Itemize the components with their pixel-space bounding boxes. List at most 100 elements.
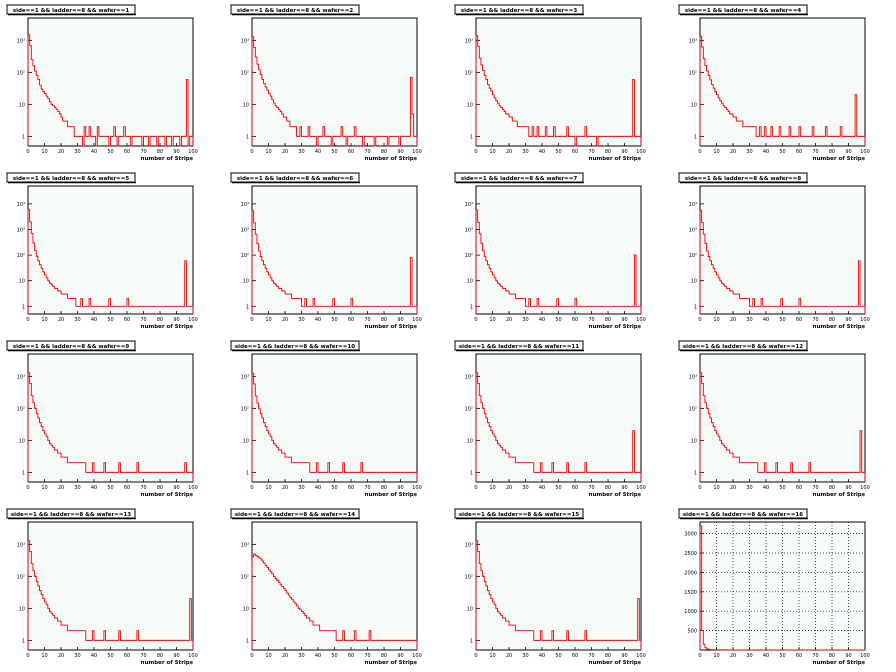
chart-title: side==1 && ladder==8 && wafer==3 xyxy=(461,8,578,14)
x-tick-label: 30 xyxy=(298,149,304,155)
x-tick-label: 60 xyxy=(796,485,802,491)
x-tick-label: 60 xyxy=(348,317,354,323)
x-tick-label: 10 xyxy=(41,149,47,155)
plot-frame xyxy=(475,521,642,651)
histogram-panel: 0 10 20 30 40 50 60 70 80 90 10011010²10³10⁴number… xyxy=(454,172,646,330)
x-tick-label: 70 xyxy=(588,149,594,155)
y-tick-label: 10² xyxy=(17,253,25,259)
x-tick-label: 80 xyxy=(157,485,163,491)
x-tick-label: 70 xyxy=(364,149,370,155)
histogram-series xyxy=(475,35,642,147)
x-tick-label: 20 xyxy=(506,485,512,491)
histogram-series xyxy=(475,372,642,482)
histogram-series xyxy=(27,209,194,314)
y-tick-label: 10² xyxy=(689,70,697,76)
chart-title: side==1 && ladder==8 && wafer==13 xyxy=(11,512,131,518)
y-tick-label: 10² xyxy=(17,70,25,76)
histogram-series xyxy=(475,540,642,650)
x-tick-label: 10 xyxy=(265,485,271,491)
chart-title-box: side==1 && ladder==8 && wafer==10 xyxy=(230,340,360,352)
x-tick-label: 10 xyxy=(265,653,271,659)
y-tick-label: 1 xyxy=(470,470,473,476)
x-tick-label: 0 xyxy=(250,149,253,155)
y-tick-label: 2000 xyxy=(684,570,697,576)
x-tick-label: 20 xyxy=(58,653,64,659)
y-tick-label: 10 xyxy=(467,102,473,108)
histogram-series xyxy=(251,553,418,650)
x-tick-label: 30 xyxy=(74,149,80,155)
x-axis-title: number of Strips xyxy=(589,324,642,330)
x-tick-label: 30 xyxy=(522,149,528,155)
x-tick-label: 90 xyxy=(397,653,403,659)
chart-title-box: side==1 && ladder==8 && wafer==1 xyxy=(6,4,136,16)
x-tick-label: 100 xyxy=(188,317,198,323)
chart-title: side==1 && ladder==8 && wafer==12 xyxy=(683,344,803,350)
x-tick-label: 40 xyxy=(539,317,545,323)
x-tick-label: 30 xyxy=(298,317,304,323)
x-tick-label: 0 xyxy=(26,317,29,323)
x-axis-title: number of Strips xyxy=(589,492,642,498)
x-tick-label: 100 xyxy=(860,317,870,323)
x-tick-label: 60 xyxy=(572,149,578,155)
chart-title-box: side==1 && ladder==8 && wafer==3 xyxy=(454,4,584,16)
y-tick-label: 500 xyxy=(687,629,697,635)
y-tick-label: 1 xyxy=(22,470,25,476)
chart-title-box: side==1 && ladder==8 && wafer==16 xyxy=(678,508,808,520)
plot-frame xyxy=(27,353,194,483)
histogram-panel: 0 10 20 30 40 50 60 70 80 90 10011010²10³10⁴number… xyxy=(230,172,422,330)
x-tick-label: 90 xyxy=(621,485,627,491)
y-tick-label: 10² xyxy=(465,574,473,580)
title-frame xyxy=(6,4,136,15)
title-frame xyxy=(230,172,360,183)
y-tick-label: 10³ xyxy=(17,38,25,44)
y-tick-label: 10² xyxy=(17,574,25,580)
chart-title: side==1 && ladder==8 && wafer==15 xyxy=(459,512,579,518)
title-frame xyxy=(678,172,808,183)
x-tick-label: 0 xyxy=(474,149,477,155)
x-tick-label: 0 xyxy=(250,317,253,323)
x-tick-label: 50 xyxy=(331,653,337,659)
y-tick-label: 10⁴ xyxy=(17,202,25,208)
x-tick-label: 100 xyxy=(860,149,870,155)
y-tick-label: 10 xyxy=(19,438,25,444)
x-tick-label: 60 xyxy=(348,653,354,659)
x-axis-title: number of Strips xyxy=(813,156,866,162)
x-tick-label: 70 xyxy=(812,317,818,323)
x-tick-label: 60 xyxy=(796,317,802,323)
x-axis-title: number of Strips xyxy=(141,660,194,666)
x-tick-label: 10 xyxy=(41,317,47,323)
plot-frame xyxy=(475,17,642,147)
title-frame xyxy=(230,508,360,519)
x-tick-label: 70 xyxy=(140,653,146,659)
title-frame xyxy=(6,172,136,183)
chart-title-box: side==1 && ladder==8 && wafer==7 xyxy=(454,172,584,184)
y-tick-label: 10³ xyxy=(689,374,697,380)
y-tick-label: 2500 xyxy=(684,551,697,557)
x-tick-label: 20 xyxy=(506,653,512,659)
y-tick-label: 10 xyxy=(19,606,25,612)
x-tick-label: 70 xyxy=(364,317,370,323)
x-tick-label: 10 xyxy=(713,149,719,155)
chart-title: side==1 && ladder==8 && wafer==5 xyxy=(13,176,130,182)
histogram-series xyxy=(251,210,418,314)
x-tick-label: 100 xyxy=(860,653,870,659)
x-tick-label: 80 xyxy=(829,317,835,323)
x-tick-label: 0 xyxy=(698,485,701,491)
x-tick-label: 70 xyxy=(812,653,818,659)
x-tick-label: 70 xyxy=(588,485,594,491)
y-tick-label: 1 xyxy=(246,304,249,310)
y-tick-label: 10² xyxy=(689,406,697,412)
x-tick-label: 0 xyxy=(698,149,701,155)
y-tick-label: 1 xyxy=(246,470,249,476)
chart-title-box: side==1 && ladder==8 && wafer==9 xyxy=(6,340,136,352)
y-tick-label: 10² xyxy=(465,406,473,412)
y-tick-label: 1 xyxy=(22,134,25,140)
x-tick-label: 100 xyxy=(188,485,198,491)
x-tick-label: 90 xyxy=(621,653,627,659)
x-axis-title: number of Strips xyxy=(141,324,194,330)
x-tick-label: 30 xyxy=(746,317,752,323)
chart-title: side==1 && ladder==8 && wafer==16 xyxy=(683,512,803,518)
